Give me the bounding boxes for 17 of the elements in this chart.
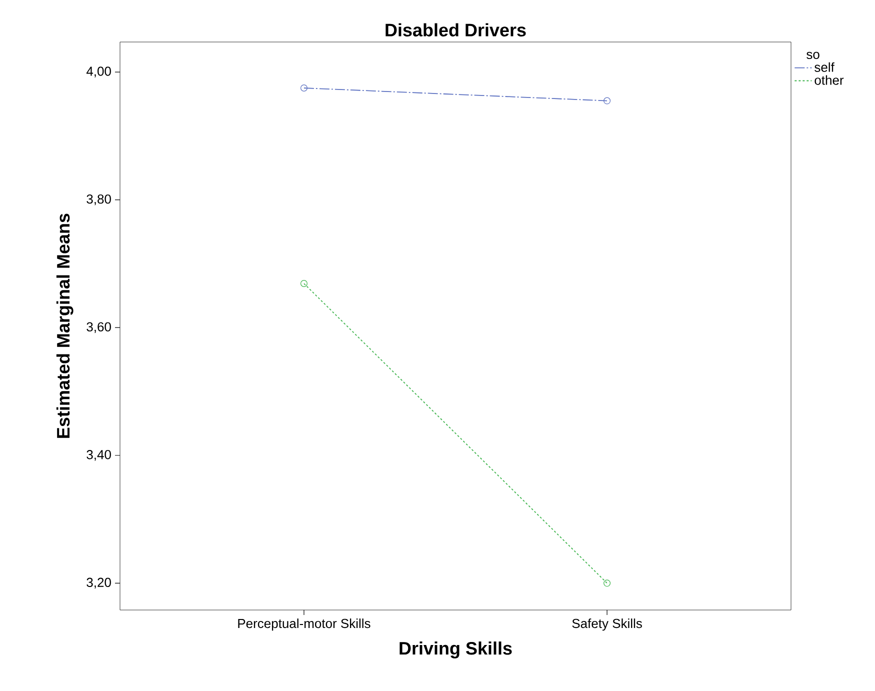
y-tick-label: 3,20 — [86, 578, 111, 589]
point — [604, 580, 611, 587]
x-axis-title: Driving Skills — [400, 642, 512, 658]
x-tick-label: Perceptual-motor Skills — [238, 618, 370, 631]
y-tick-label: 3,40 — [86, 450, 111, 461]
point — [300, 280, 308, 288]
y-tick-label: 3,80 — [86, 194, 111, 206]
point — [300, 84, 308, 92]
y-tick-label: 3,60 — [86, 322, 111, 333]
legend-title: so — [806, 52, 820, 59]
x-tick-label: Safety Skills — [572, 618, 642, 631]
y-axis-title: Estimated Marginal Means — [56, 214, 74, 438]
legend-label: other — [814, 75, 844, 85]
chart-title: Disabled Drivers — [386, 23, 526, 36]
point — [604, 97, 611, 104]
legend-label: self — [814, 62, 834, 72]
y-tick-label: 4,00 — [86, 66, 111, 78]
